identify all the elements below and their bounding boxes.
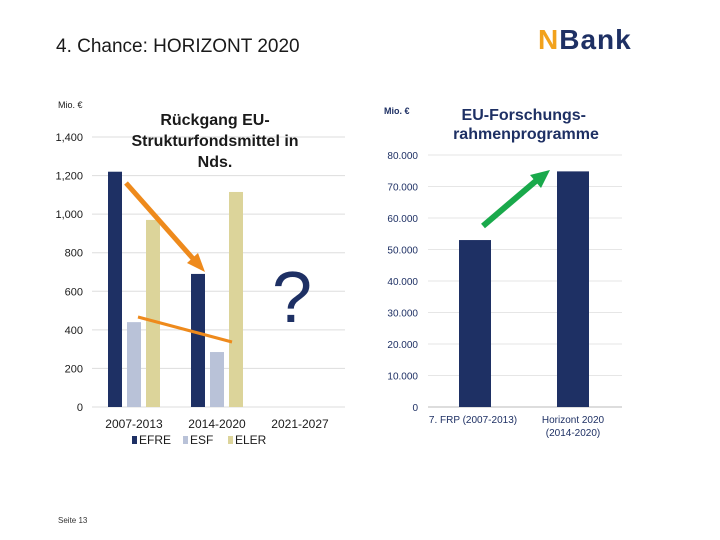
- left-chart-unit-label: Mio. €: [58, 100, 83, 110]
- legend-swatch-efre: [132, 436, 137, 444]
- right-chart-xtick-label: Horizont 2020 (2014-2020): [542, 415, 605, 439]
- page-number: Seite 13: [58, 516, 88, 525]
- legend-swatch-esf: [183, 436, 188, 444]
- left-chart-ytick-label: 800: [65, 248, 83, 260]
- right-chart-ytick-label: 60.000: [387, 214, 418, 225]
- left-chart-title-line: Rückgang EU-: [160, 112, 269, 129]
- slide-title: 4. Chance: HORIZONT 2020: [56, 36, 300, 57]
- left-chart-bar-esf: [210, 352, 224, 407]
- right-chart-ytick-label: 20.000: [387, 340, 418, 351]
- right-chart-ytick-label: 30.000: [387, 309, 418, 320]
- nbank-logo: NBank: [538, 24, 632, 55]
- right-chart-ytick-label: 70.000: [387, 183, 418, 194]
- left-chart-xtick-label: 2014-2020: [188, 417, 246, 431]
- right-chart-ytick-label: 50.000: [387, 246, 418, 257]
- legend-label-esf: ESF: [190, 433, 213, 447]
- left-chart-xtick-label: 2021-2027: [271, 417, 329, 431]
- left-chart-title-line: Strukturfondsmittel in: [131, 133, 298, 150]
- left-chart-ytick-label: 0: [77, 402, 83, 414]
- right-chart-ytick-label: 0: [412, 403, 418, 414]
- decline-arrows: [124, 181, 233, 344]
- right-chart-bar: [459, 240, 491, 407]
- left-chart-ytick-label: 1,000: [55, 209, 83, 221]
- growth-arrow: [481, 170, 550, 229]
- efre-decline-arrowhead: [187, 253, 205, 272]
- left-chart-bar-eler: [229, 191, 243, 407]
- left-chart-bar-eler: [146, 219, 160, 407]
- left-chart-ytick-label: 1,400: [55, 132, 83, 144]
- left-chart-xtick-label: 2007-2013: [105, 417, 163, 431]
- left-chart-ytick-label: 1,200: [55, 171, 83, 183]
- left-chart-title-line: Nds.: [198, 154, 233, 171]
- left-chart-title: Rückgang EU- Strukturfondsmittel in Nds.: [131, 112, 298, 171]
- right-chart-ytick-label: 40.000: [387, 277, 418, 288]
- growth-arrow-shaft: [481, 177, 539, 229]
- right-chart-title: EU-Forschungs- rahmenprogramme: [453, 107, 599, 143]
- legend-label-eler: ELER: [235, 433, 267, 447]
- question-mark-annotation: ?: [272, 258, 312, 338]
- left-chart-ytick-label: 200: [65, 363, 83, 375]
- left-chart-ytick-label: 400: [65, 325, 83, 337]
- left-chart-bar-efre: [108, 171, 122, 407]
- right-chart-ytick-label: 10.000: [387, 372, 418, 383]
- right-chart-unit-label: Mio. €: [384, 106, 410, 116]
- right-chart-bar: [557, 171, 589, 407]
- legend-swatch-eler: [228, 436, 233, 444]
- left-chart-bar-efre: [191, 273, 205, 407]
- left-chart-ytick-label: 600: [65, 286, 83, 298]
- esf-decline-line: [137, 315, 233, 344]
- efre-decline-arrow: [124, 181, 198, 264]
- right-chart-ytick-label: 80.000: [387, 151, 418, 162]
- left-chart-bar-esf: [127, 322, 141, 407]
- right-chart-xtick-label: 7. FRP (2007-2013): [429, 415, 517, 426]
- legend-label-efre: EFRE: [139, 433, 171, 447]
- growth-arrowhead: [530, 170, 550, 188]
